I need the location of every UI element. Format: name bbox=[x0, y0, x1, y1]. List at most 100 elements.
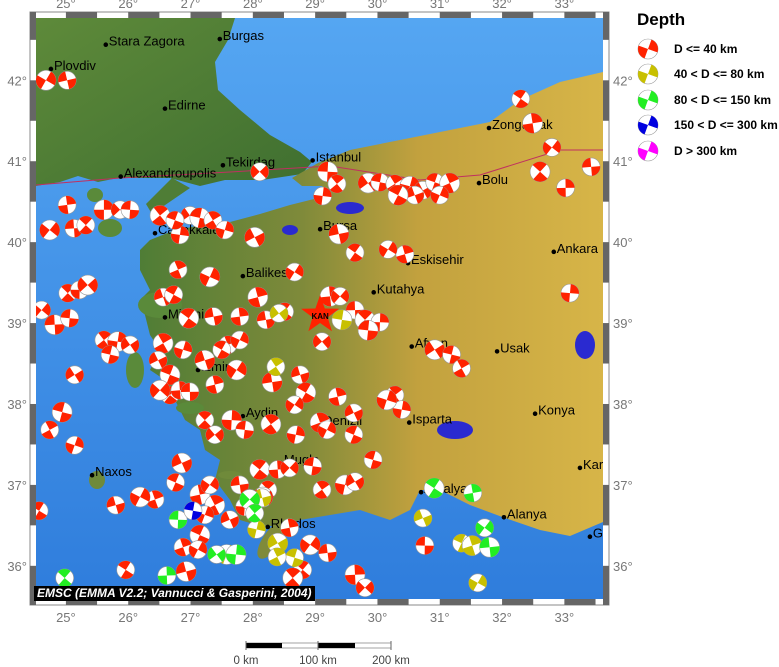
earthquake-beachball[interactable] bbox=[245, 503, 264, 523]
earthquake-beachball[interactable] bbox=[357, 320, 379, 341]
earthquake-beachball[interactable] bbox=[168, 510, 188, 529]
epicenter-marker[interactable]: KAN bbox=[301, 295, 340, 332]
earthquake-beachball[interactable] bbox=[149, 205, 171, 226]
earthquake-beachball[interactable] bbox=[215, 220, 235, 240]
earthquake-beachball[interactable] bbox=[290, 365, 310, 385]
earthquake-beachball[interactable] bbox=[370, 172, 390, 192]
earthquake-beachball[interactable] bbox=[376, 389, 398, 411]
earthquake-beachball[interactable] bbox=[235, 420, 255, 440]
earthquake-beachball[interactable] bbox=[116, 560, 136, 580]
earthquake-beachball[interactable] bbox=[269, 304, 289, 323]
earthquake-beachball[interactable] bbox=[65, 435, 84, 455]
earthquake-beachball[interactable] bbox=[280, 458, 299, 478]
earthquake-beachball[interactable] bbox=[195, 410, 215, 430]
earthquake-beachball[interactable] bbox=[327, 174, 347, 194]
earthquake-beachball[interactable] bbox=[286, 425, 306, 445]
earthquake-beachball[interactable] bbox=[157, 566, 177, 585]
earthquake-beachball[interactable] bbox=[178, 307, 199, 329]
earthquake-beachball[interactable] bbox=[328, 223, 350, 245]
earthquake-beachball[interactable] bbox=[100, 345, 120, 364]
earthquake-beachball[interactable] bbox=[285, 262, 304, 282]
earthquake-beachball[interactable] bbox=[39, 219, 61, 241]
earthquake-beachball[interactable] bbox=[205, 375, 225, 394]
earthquake-beachball[interactable] bbox=[36, 70, 57, 91]
earthquake-beachball[interactable] bbox=[313, 186, 332, 206]
earthquake-beachball[interactable] bbox=[461, 535, 483, 556]
earthquake-beachball[interactable] bbox=[267, 547, 287, 567]
earthquake-beachball[interactable] bbox=[355, 578, 375, 597]
earthquake-beachball[interactable] bbox=[303, 456, 322, 476]
earthquake-beachball[interactable] bbox=[180, 382, 200, 402]
earthquake-beachball[interactable] bbox=[57, 71, 77, 90]
earthquake-beachball[interactable] bbox=[387, 184, 409, 206]
earthquake-beachball[interactable] bbox=[149, 379, 171, 401]
earthquake-beachball[interactable] bbox=[345, 472, 365, 491]
earthquake-beachball[interactable] bbox=[200, 475, 220, 495]
earthquake-beachball[interactable] bbox=[183, 501, 203, 521]
earthquake-beachball[interactable] bbox=[225, 544, 247, 565]
earthquake-beachball[interactable] bbox=[317, 420, 337, 440]
earthquake-beachball[interactable] bbox=[299, 534, 321, 556]
earthquake-beachball[interactable] bbox=[175, 561, 197, 582]
earthquake-beachball[interactable] bbox=[250, 162, 269, 182]
earthquake-beachball[interactable] bbox=[166, 473, 185, 492]
earthquake-beachball[interactable] bbox=[165, 210, 185, 230]
earthquake-beachball[interactable] bbox=[413, 508, 433, 528]
earthquake-beachball[interactable] bbox=[452, 359, 471, 378]
earthquake-beachball[interactable] bbox=[65, 365, 84, 385]
earthquake-beachball[interactable] bbox=[77, 274, 99, 296]
earthquake-beachball[interactable] bbox=[152, 332, 174, 354]
earthquake-beachball[interactable] bbox=[230, 475, 250, 495]
earthquake-beachball[interactable] bbox=[637, 38, 659, 60]
earthquake-beachball[interactable] bbox=[344, 564, 366, 586]
earthquake-beachball[interactable] bbox=[637, 63, 659, 85]
earthquake-beachball[interactable] bbox=[249, 459, 270, 480]
earthquake-beachball[interactable] bbox=[129, 486, 151, 508]
earthquake-beachball[interactable] bbox=[345, 243, 365, 262]
earthquake-beachball[interactable] bbox=[226, 359, 247, 381]
earthquake-beachball[interactable] bbox=[637, 114, 659, 136]
earthquake-beachball[interactable] bbox=[57, 195, 77, 215]
earthquake-beachball[interactable] bbox=[173, 340, 193, 360]
earthquake-beachball[interactable] bbox=[529, 161, 551, 183]
earthquake-beachball[interactable] bbox=[170, 225, 190, 245]
earthquake-beachball[interactable] bbox=[378, 240, 398, 259]
earthquake-beachball[interactable] bbox=[230, 307, 250, 326]
earthquake-beachball[interactable] bbox=[282, 567, 304, 589]
earthquake-beachball[interactable] bbox=[212, 340, 231, 360]
earthquake-beachball[interactable] bbox=[542, 138, 562, 157]
earthquake-beachball[interactable] bbox=[468, 573, 488, 593]
earthquake-beachball[interactable] bbox=[205, 425, 225, 445]
earthquake-beachball[interactable] bbox=[328, 387, 347, 407]
earthquake-beachball[interactable] bbox=[171, 452, 193, 474]
earthquake-beachball[interactable] bbox=[148, 350, 168, 370]
earthquake-beachball[interactable] bbox=[479, 536, 500, 558]
earthquake-beachball[interactable] bbox=[280, 518, 299, 538]
earthquake-beachball[interactable] bbox=[60, 308, 79, 328]
earthquake-beachball[interactable] bbox=[93, 199, 115, 221]
earthquake-beachball[interactable] bbox=[260, 413, 282, 435]
earthquake-beachball[interactable] bbox=[189, 524, 211, 546]
earthquake-beachball[interactable] bbox=[159, 364, 181, 386]
earthquake-beachball[interactable] bbox=[247, 520, 266, 539]
earthquake-beachball[interactable] bbox=[522, 112, 543, 134]
earthquake-beachball[interactable] bbox=[475, 518, 494, 538]
earthquake-beachball[interactable] bbox=[405, 185, 425, 205]
earthquake-beachball[interactable] bbox=[106, 495, 126, 515]
earthquake-beachball[interactable] bbox=[40, 420, 60, 440]
earthquake-beachball[interactable] bbox=[204, 307, 223, 326]
earthquake-beachball[interactable] bbox=[344, 403, 364, 423]
earthquake-beachball[interactable] bbox=[344, 425, 364, 445]
earthquake-beachball[interactable] bbox=[199, 266, 221, 288]
earthquake-beachball[interactable] bbox=[295, 382, 317, 403]
earthquake-beachball[interactable] bbox=[318, 543, 337, 563]
earthquake-beachball[interactable] bbox=[221, 409, 242, 431]
earthquake-beachball[interactable] bbox=[331, 309, 353, 331]
earthquake-beachball[interactable] bbox=[637, 89, 659, 111]
earthquake-beachball[interactable] bbox=[312, 480, 332, 500]
earthquake-beachball[interactable] bbox=[442, 345, 461, 364]
earthquake-beachball[interactable] bbox=[463, 483, 483, 503]
earthquake-beachball[interactable] bbox=[312, 332, 332, 351]
earthquake-beachball[interactable] bbox=[145, 490, 165, 509]
earthquake-beachball[interactable] bbox=[330, 287, 350, 306]
